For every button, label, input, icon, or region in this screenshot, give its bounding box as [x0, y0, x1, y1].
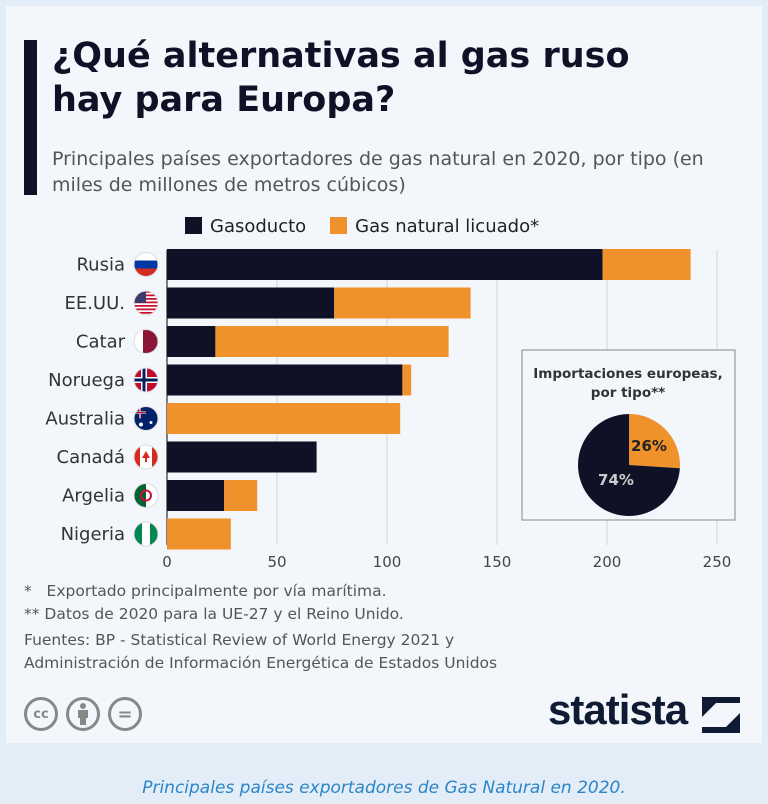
pie-slice-lng [629, 414, 680, 469]
category-label: Australia [45, 409, 125, 430]
flag-icon [133, 406, 159, 431]
bar-pipeline [167, 326, 216, 357]
flag-icon [133, 444, 159, 470]
category-label: Noruega [48, 370, 125, 391]
category-label: Catar [76, 332, 126, 353]
bar-pipeline [167, 480, 225, 511]
source-line: Fuentes: BP - Statistical Review of Worl… [24, 631, 455, 649]
footnote: * Exportado principalmente por vía marít… [24, 582, 387, 600]
bar-lng [224, 480, 258, 511]
flag-part [152, 445, 158, 469]
pie-title: Importaciones europeas, por tipo** [533, 366, 722, 401]
flag-body [134, 368, 158, 392]
flag-part [134, 305, 158, 307]
flag-part [134, 406, 158, 431]
statista-logo[interactable]: statista [548, 686, 688, 733]
flag-border [133, 367, 159, 393]
flag-border [133, 406, 159, 431]
flag-border [133, 483, 159, 508]
x-tick-label: 150 [483, 553, 512, 571]
flag-part [134, 378, 158, 382]
source-line: Administración de Información Energética… [24, 654, 498, 672]
footnote: ** Datos de 2020 para la UE-27 y el Rein… [24, 605, 404, 623]
statista-logo-mark-icon [702, 697, 740, 733]
attribution-icon[interactable] [66, 697, 100, 731]
bar-lng [334, 287, 471, 319]
flag-icon [133, 329, 159, 354]
flag-border [133, 290, 159, 316]
flag-part [139, 406, 141, 419]
x-tick-label: 50 [267, 553, 286, 571]
flag-part [150, 522, 158, 546]
legend-swatch-pipeline [185, 217, 202, 234]
bar-pipeline [167, 364, 403, 396]
flag-part [134, 445, 140, 469]
flag-star [139, 422, 143, 427]
category-label: Nigeria [61, 524, 125, 545]
bar-lng [402, 364, 412, 396]
flag-part [134, 268, 158, 277]
chart-title: ¿Qué alternativas al gas ruso hay para E… [52, 36, 630, 120]
bar-pipeline [167, 287, 335, 319]
legend-label: Gasoducto [210, 216, 307, 237]
bar-lng [602, 249, 691, 280]
legend-item-lng: Gas natural licuado* [330, 216, 539, 237]
x-tick-label: 0 [162, 553, 172, 571]
bar-lng [167, 518, 231, 550]
flag-body [134, 522, 158, 546]
flag-star [149, 421, 153, 424]
bar-lng [167, 403, 401, 434]
footnotes: * Exportado principalmente por vía marít… [24, 580, 404, 626]
bar-lng [215, 326, 449, 357]
no-derivatives-icon[interactable]: = [108, 697, 142, 731]
category-label: Rusia [76, 255, 125, 276]
flag-border [133, 521, 159, 547]
flag-body [134, 445, 158, 469]
flag-body [134, 252, 158, 277]
cc-icon[interactable]: cc [24, 697, 58, 731]
legend: Gasoducto Gas natural licuado* [185, 216, 539, 237]
x-tick-label: 250 [703, 553, 732, 571]
bar-pipeline [167, 249, 603, 280]
flag-part [134, 252, 158, 261]
flag-part [134, 260, 158, 269]
flag-border [133, 329, 159, 354]
flag-body [134, 329, 158, 354]
flag-part [134, 329, 143, 354]
flag-crescent [140, 489, 152, 502]
bar-pipeline [167, 441, 317, 473]
flag-icon [133, 290, 159, 316]
license-icons: cc = [24, 697, 142, 731]
flag-part [134, 522, 142, 546]
x-tick-label: 100 [373, 553, 402, 571]
title-accent-bar [24, 40, 37, 195]
sources: Fuentes: BP - Statistical Review of Worl… [24, 629, 497, 675]
flag-border [133, 444, 159, 470]
legend-swatch-lng [330, 217, 348, 234]
chart-subtitle: Principales países exportadores de gas n… [52, 148, 704, 196]
flag-body [134, 483, 158, 508]
category-label: Canadá [57, 447, 126, 468]
legend-item-pipeline: Gasoducto [185, 216, 306, 237]
flag-icon [133, 367, 159, 393]
legend-label: Gas natural licuado* [355, 216, 540, 237]
pie-slice-pipeline [577, 414, 680, 516]
flag-border [133, 252, 159, 277]
pie-label: 74% [598, 471, 634, 489]
category-label: Argelia [62, 486, 125, 507]
image-caption: Principales países exportadores de Gas N… [142, 778, 626, 798]
flag-icon [133, 252, 159, 277]
pie-title-line: por tipo** [591, 385, 665, 401]
category-label: EE.UU. [64, 293, 125, 314]
pie-title-line: Importaciones europeas, [533, 366, 722, 382]
flag-part [134, 308, 158, 311]
flag-leaf [142, 451, 150, 462]
flag-icon [133, 483, 159, 508]
x-tick-label: 200 [593, 553, 622, 571]
flag-body [134, 406, 158, 431]
flag-icon [133, 521, 159, 547]
flag-part [134, 312, 158, 314]
pie-label: 26% [631, 437, 667, 455]
